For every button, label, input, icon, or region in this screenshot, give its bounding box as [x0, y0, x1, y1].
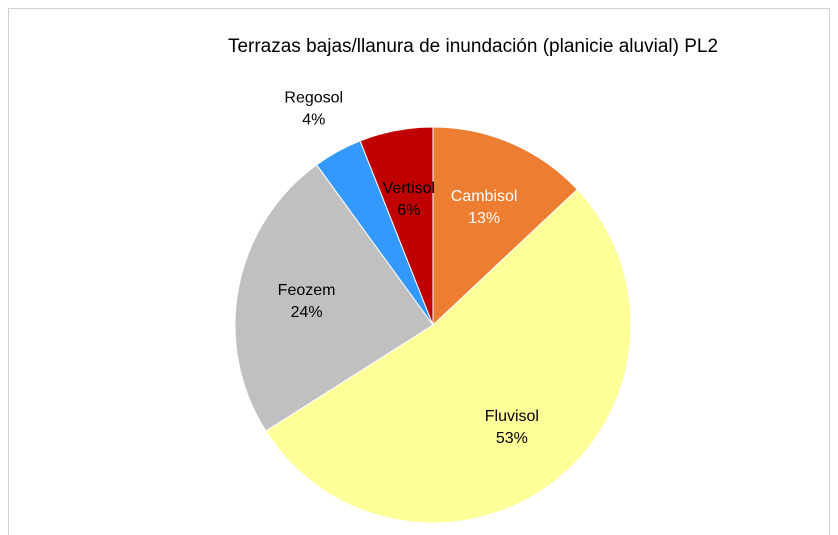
- slice-label-name: Vertisol: [383, 180, 435, 197]
- pie-slice: [234, 164, 434, 432]
- pie-slice: [265, 188, 632, 524]
- pie-slice: [359, 126, 434, 326]
- slice-label-name: Fluvisol: [485, 408, 539, 425]
- slice-label-name: Regosol: [284, 89, 343, 106]
- slice-label-value: 4%: [302, 111, 325, 128]
- pie-slice: [432, 126, 579, 327]
- slice-label-value: 13%: [468, 210, 500, 227]
- chart-title: Terrazas bajas/llanura de inundación (pl…: [228, 36, 718, 57]
- slice-label-name: Feozem: [278, 282, 336, 299]
- chart-frame: [8, 8, 830, 535]
- slice-label-value: 53%: [496, 430, 528, 447]
- slice-label-name: Cambisol: [451, 188, 518, 205]
- slice-label-value: 6%: [397, 202, 420, 219]
- slice-label-value: 24%: [291, 304, 323, 321]
